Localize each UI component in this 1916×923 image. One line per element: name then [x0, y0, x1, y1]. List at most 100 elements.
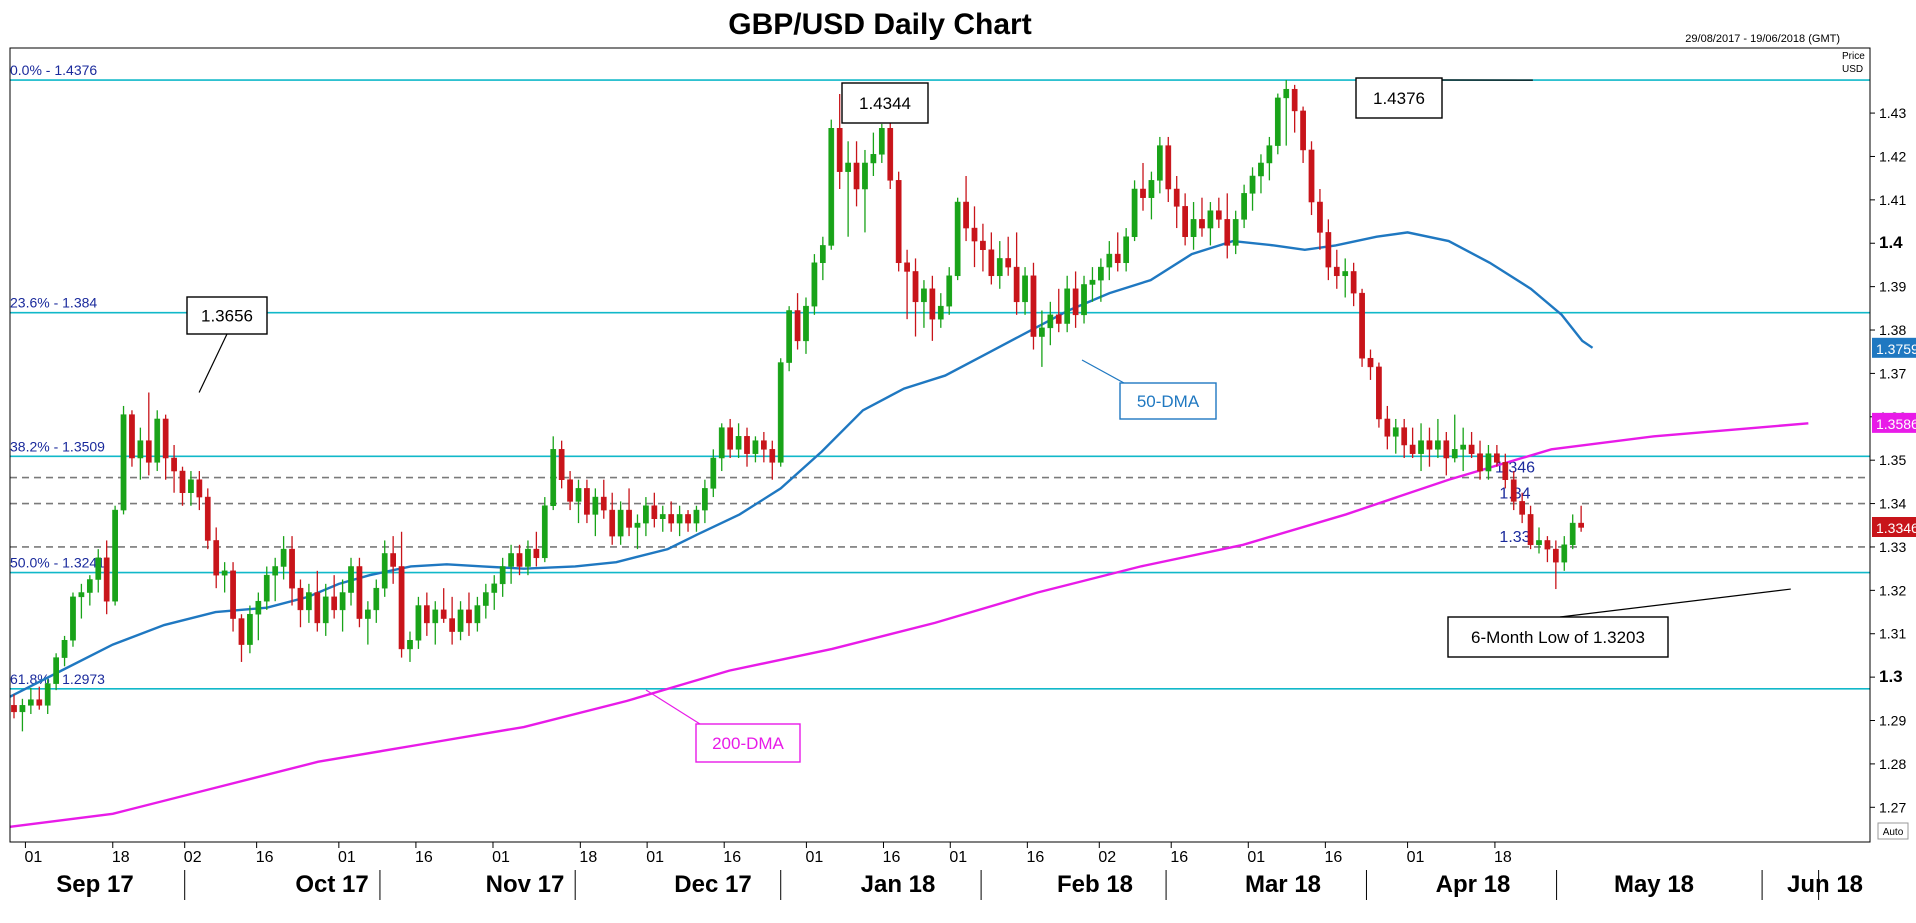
candle-body: [1081, 284, 1087, 316]
candle-body: [306, 592, 312, 611]
x-month-label: Mar 18: [1245, 871, 1321, 898]
candle-body: [1114, 253, 1121, 264]
x-month-label: Nov 17: [486, 871, 565, 898]
candle-body: [390, 553, 397, 567]
candle-body: [1047, 314, 1054, 329]
candle-body: [1258, 162, 1264, 177]
candle-body: [996, 258, 1003, 277]
y-tick-label: 1.43: [1879, 105, 1906, 121]
candle-body: [112, 509, 118, 602]
candle-body: [1527, 514, 1534, 546]
x-month-label: Jan 18: [861, 871, 936, 898]
candle-body: [912, 271, 919, 303]
candle-body: [499, 566, 506, 585]
y-tick-label: 1.34: [1879, 496, 1906, 512]
candle-body: [1266, 145, 1273, 164]
x-tick-label: 01: [806, 849, 824, 866]
candle-body: [432, 609, 439, 624]
annotation-200-dma-box: [695, 723, 801, 763]
candle-body: [811, 262, 818, 307]
candle-body: [541, 505, 548, 559]
candle-body: [238, 618, 245, 645]
x-month-label: Oct 17: [295, 871, 368, 898]
x-tick-label: 16: [883, 849, 901, 866]
candle-body: [676, 514, 683, 524]
candle-body: [381, 553, 388, 589]
annotation-1-3656-text: 1.3656: [201, 307, 253, 326]
candle-body: [103, 557, 110, 602]
candle-body: [466, 609, 472, 624]
candle-body: [1494, 453, 1500, 463]
candle-body: [1072, 288, 1079, 316]
fib-level-label: 50.0% - 1.3241: [10, 555, 105, 571]
ma200-value-tag: 1.3586: [1876, 416, 1916, 432]
candle-body: [154, 418, 161, 463]
candle-body: [120, 414, 127, 511]
candle-body: [567, 479, 573, 502]
candle-body: [365, 609, 371, 619]
candle-body: [954, 201, 961, 277]
candle-body: [828, 128, 835, 246]
candle-body: [230, 570, 236, 619]
fib-level-label: 38.2% - 1.3509: [10, 438, 105, 454]
candle-body: [1569, 522, 1576, 546]
candle-body: [457, 609, 464, 632]
annotation-1-3656-box: [186, 296, 268, 335]
annotation-1-3656-leader: [198, 333, 228, 393]
candle-body: [1291, 88, 1298, 112]
candle-body: [86, 579, 93, 593]
auto-label[interactable]: Auto: [1883, 827, 1904, 838]
x-month-label: Sep 17: [56, 871, 133, 898]
candle-body: [171, 457, 177, 472]
candle-body: [752, 440, 759, 454]
x-tick-label: 18: [112, 849, 130, 866]
candle-body: [1140, 188, 1146, 198]
candle-body: [95, 557, 102, 580]
y-tick-label: 1.33: [1879, 539, 1906, 555]
candle-body: [702, 488, 708, 511]
y-tick-label: 1.37: [1879, 365, 1906, 381]
candle-body: [1089, 279, 1096, 285]
candle-body: [1325, 232, 1332, 268]
candle-body: [1359, 292, 1365, 359]
annotation-200-dma-leader: [645, 689, 701, 725]
candle-body: [474, 605, 481, 624]
current-price-tag-bg: [1872, 517, 1916, 538]
candle-body: [1224, 219, 1231, 246]
candle-body: [1106, 253, 1113, 268]
x-tick-label: 01: [1247, 849, 1265, 866]
candle-body: [1409, 444, 1416, 454]
candle-body: [491, 583, 498, 593]
candle-body: [988, 249, 995, 277]
candle-body: [44, 683, 51, 706]
y-tick-label: 1.32: [1879, 582, 1906, 598]
candle-body: [339, 592, 346, 611]
candle-body: [1039, 327, 1045, 337]
y-tick-label: 1.38: [1879, 322, 1906, 338]
auto-button[interactable]: [1877, 822, 1909, 840]
candle-body: [836, 128, 843, 172]
candle-body: [718, 427, 725, 459]
candle-body: [188, 479, 194, 493]
candle-body: [558, 449, 565, 480]
ma200-line: [9, 422, 1809, 829]
candle-body: [137, 440, 144, 459]
y-tick-label: 1.41: [1879, 192, 1906, 208]
x-month-label: May 18: [1614, 871, 1694, 898]
candle-body: [1552, 548, 1559, 563]
candle-body: [1561, 544, 1568, 563]
candle-body: [78, 592, 85, 598]
candle-body: [870, 154, 877, 164]
candle-body: [482, 592, 489, 606]
candle-body: [1173, 188, 1180, 207]
candle-body: [668, 514, 675, 524]
x-tick-label: 16: [415, 849, 433, 866]
candle-body: [878, 128, 885, 155]
candle-body: [1098, 266, 1104, 281]
candle-body: [1190, 219, 1197, 237]
candle-body: [1451, 449, 1458, 459]
candle-body: [19, 705, 26, 713]
x-month-label: Dec 17: [674, 871, 751, 898]
